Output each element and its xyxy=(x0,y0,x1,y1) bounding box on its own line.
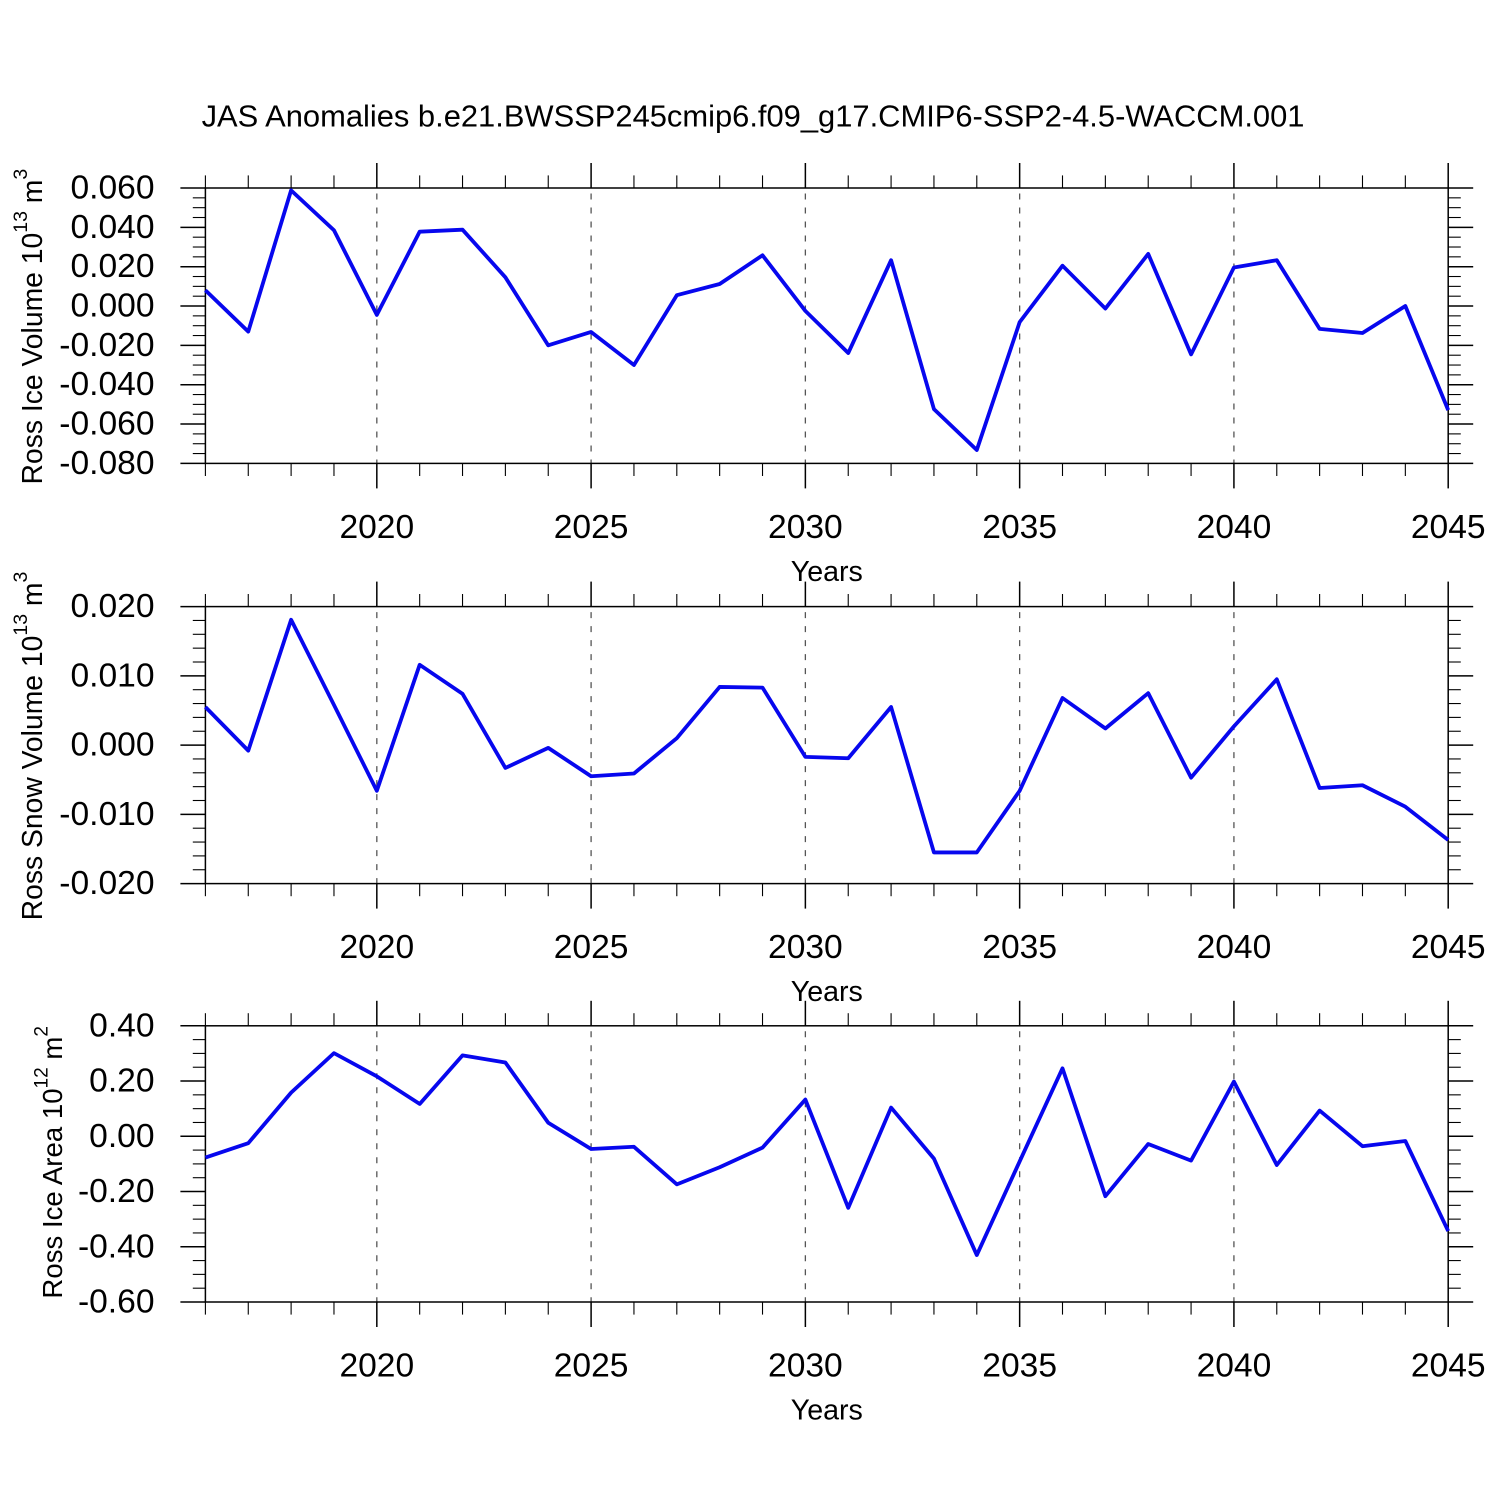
svg-text:2040: 2040 xyxy=(1197,929,1272,966)
svg-text:JAS Anomalies b.e21.BWSSP245cm: JAS Anomalies b.e21.BWSSP245cmip6.f09_g1… xyxy=(202,99,1305,134)
svg-text:0.040: 0.040 xyxy=(70,209,154,246)
svg-text:-0.080: -0.080 xyxy=(59,445,154,482)
svg-text:-0.040: -0.040 xyxy=(59,366,154,403)
svg-text:2020: 2020 xyxy=(339,1348,414,1385)
svg-text:2030: 2030 xyxy=(768,929,843,966)
svg-text:-0.020: -0.020 xyxy=(59,865,154,902)
svg-text:-0.40: -0.40 xyxy=(78,1228,155,1265)
svg-text:0.000: 0.000 xyxy=(70,727,154,764)
svg-text:2030: 2030 xyxy=(768,509,843,546)
svg-text:0.40: 0.40 xyxy=(89,1007,154,1044)
svg-text:0.00: 0.00 xyxy=(89,1118,154,1155)
svg-text:2040: 2040 xyxy=(1197,1348,1272,1385)
svg-text:2045: 2045 xyxy=(1411,1348,1486,1385)
svg-text:-0.060: -0.060 xyxy=(59,406,154,443)
svg-text:2035: 2035 xyxy=(982,1348,1057,1385)
svg-text:2020: 2020 xyxy=(339,929,414,966)
svg-text:Years: Years xyxy=(791,976,863,1008)
svg-text:2045: 2045 xyxy=(1411,509,1486,546)
svg-text:2035: 2035 xyxy=(982,509,1057,546)
svg-text:Years: Years xyxy=(791,1395,863,1427)
svg-text:2035: 2035 xyxy=(982,929,1057,966)
svg-text:0.060: 0.060 xyxy=(70,170,154,207)
svg-text:2040: 2040 xyxy=(1197,509,1272,546)
svg-text:-0.020: -0.020 xyxy=(59,327,154,364)
svg-text:2020: 2020 xyxy=(339,509,414,546)
svg-text:-0.60: -0.60 xyxy=(78,1284,155,1321)
svg-text:0.000: 0.000 xyxy=(70,288,154,325)
svg-text:-0.010: -0.010 xyxy=(59,796,154,833)
svg-text:0.010: 0.010 xyxy=(70,657,154,694)
svg-text:0.020: 0.020 xyxy=(70,248,154,285)
svg-text:2025: 2025 xyxy=(554,509,629,546)
svg-text:2025: 2025 xyxy=(554,1348,629,1385)
svg-text:Ross Ice Area 1012 m2: Ross Ice Area 1012 m2 xyxy=(32,1026,68,1299)
svg-text:2030: 2030 xyxy=(768,1348,843,1385)
svg-text:Years: Years xyxy=(791,556,863,588)
svg-text:-0.20: -0.20 xyxy=(78,1173,155,1210)
svg-text:0.20: 0.20 xyxy=(89,1063,154,1100)
svg-text:2045: 2045 xyxy=(1411,929,1486,966)
svg-text:2025: 2025 xyxy=(554,929,629,966)
svg-text:0.020: 0.020 xyxy=(70,588,154,625)
